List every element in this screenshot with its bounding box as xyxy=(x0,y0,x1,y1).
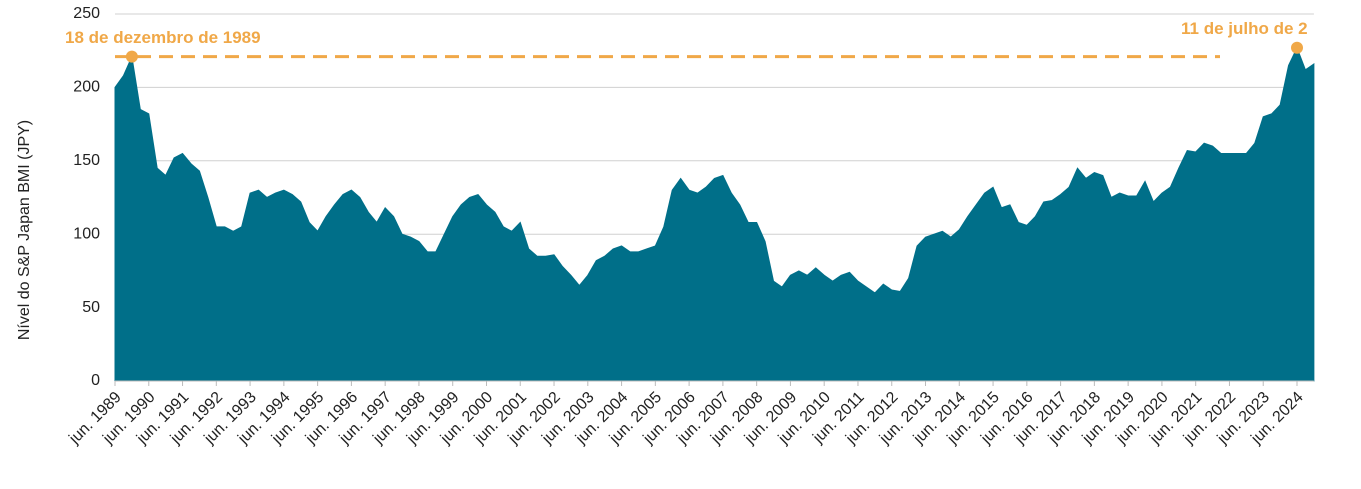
annotation-marker xyxy=(1291,41,1303,54)
y-tick-label: 0 xyxy=(91,372,100,389)
y-axis-label: Nível do S&P Japan BMI (JPY) xyxy=(16,120,33,340)
annotation-text: 18 de dezembro de 1989 xyxy=(65,28,261,47)
y-tick-label: 100 xyxy=(73,225,100,242)
y-tick-label: 50 xyxy=(82,299,100,316)
y-tick-label: 150 xyxy=(73,152,100,169)
y-tick-label: 250 xyxy=(73,5,100,22)
annotation-marker xyxy=(125,50,138,63)
y-tick-label: 200 xyxy=(73,79,100,96)
annotation-text: 11 de julho de 2 xyxy=(1181,19,1308,38)
area xyxy=(114,46,1315,382)
